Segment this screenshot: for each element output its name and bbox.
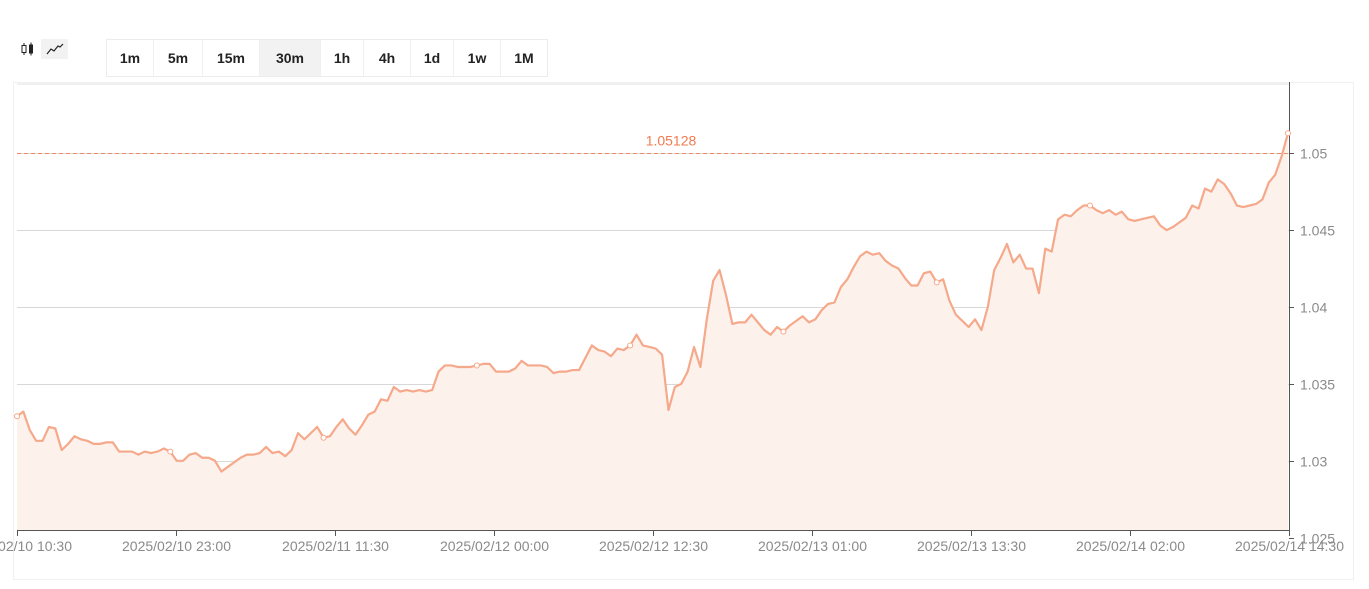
chart-type-switch [14,39,68,59]
x-tick-label: 2025/02/10 10:30 [0,538,72,554]
line-type-button[interactable] [41,39,68,59]
candlestick-icon [21,42,33,56]
timeframe-selector: 1m 5m 15m 30m 1h 4h 1d 1w 1M [106,39,548,77]
timeframe-1w-button[interactable]: 1w [454,40,501,76]
area-fill [17,133,1288,530]
y-tick-label: 1.03 [1300,454,1327,470]
timeframe-4h-button[interactable]: 4h [364,40,411,76]
price-point-marker [1285,130,1291,137]
y-tick-label: 1.045 [1300,223,1335,239]
y-tick-label: 1.035 [1300,377,1335,393]
timeframe-1d-button[interactable]: 1d [411,40,454,76]
reference-label: 1.05128 [646,133,697,149]
timeframe-1M-button[interactable]: 1M [514,50,534,66]
timeframe-30m-button[interactable]: 30m [260,40,321,76]
timeframe-5m-button[interactable]: 5m [154,40,203,76]
y-tick-label: 1.025 [1300,531,1335,547]
x-tick-label: 2025/02/12 00:00 [440,538,549,554]
price-point-marker [14,413,20,420]
x-tick-label: 2025/02/13 13:30 [917,538,1026,554]
price-point-marker [320,434,327,441]
y-tick-label: 1.04 [1300,300,1327,316]
candlestick-type-button[interactable] [14,39,41,59]
price-point-marker [167,448,174,455]
x-tick-label: 2025/02/12 12:30 [599,538,708,554]
line-chart-icon [46,43,63,55]
chart-frame [13,82,1354,580]
price-point-marker [627,342,634,349]
x-tick-label: 2025/02/11 11:30 [282,538,389,554]
price-point-marker [1087,202,1094,209]
price-line [15,132,1290,473]
y-tick-label: 1.05 [1300,146,1327,162]
x-tick-label: 2025/02/13 01:00 [758,538,867,554]
price-point-marker [780,328,787,335]
timeframe-1m-button[interactable]: 1m [107,40,154,76]
x-tick-label: 2025/02/14 02:00 [1076,538,1185,554]
x-tick-label: 2025/02/10 23:00 [122,538,231,554]
timeframe-1h-button[interactable]: 1h [321,40,364,76]
timeframe-15m-button[interactable]: 15m [203,40,260,76]
price-point-marker [933,279,940,286]
price-point-marker [473,362,480,369]
x-tick-label: 2025/02/14 14:30 [1235,538,1344,554]
